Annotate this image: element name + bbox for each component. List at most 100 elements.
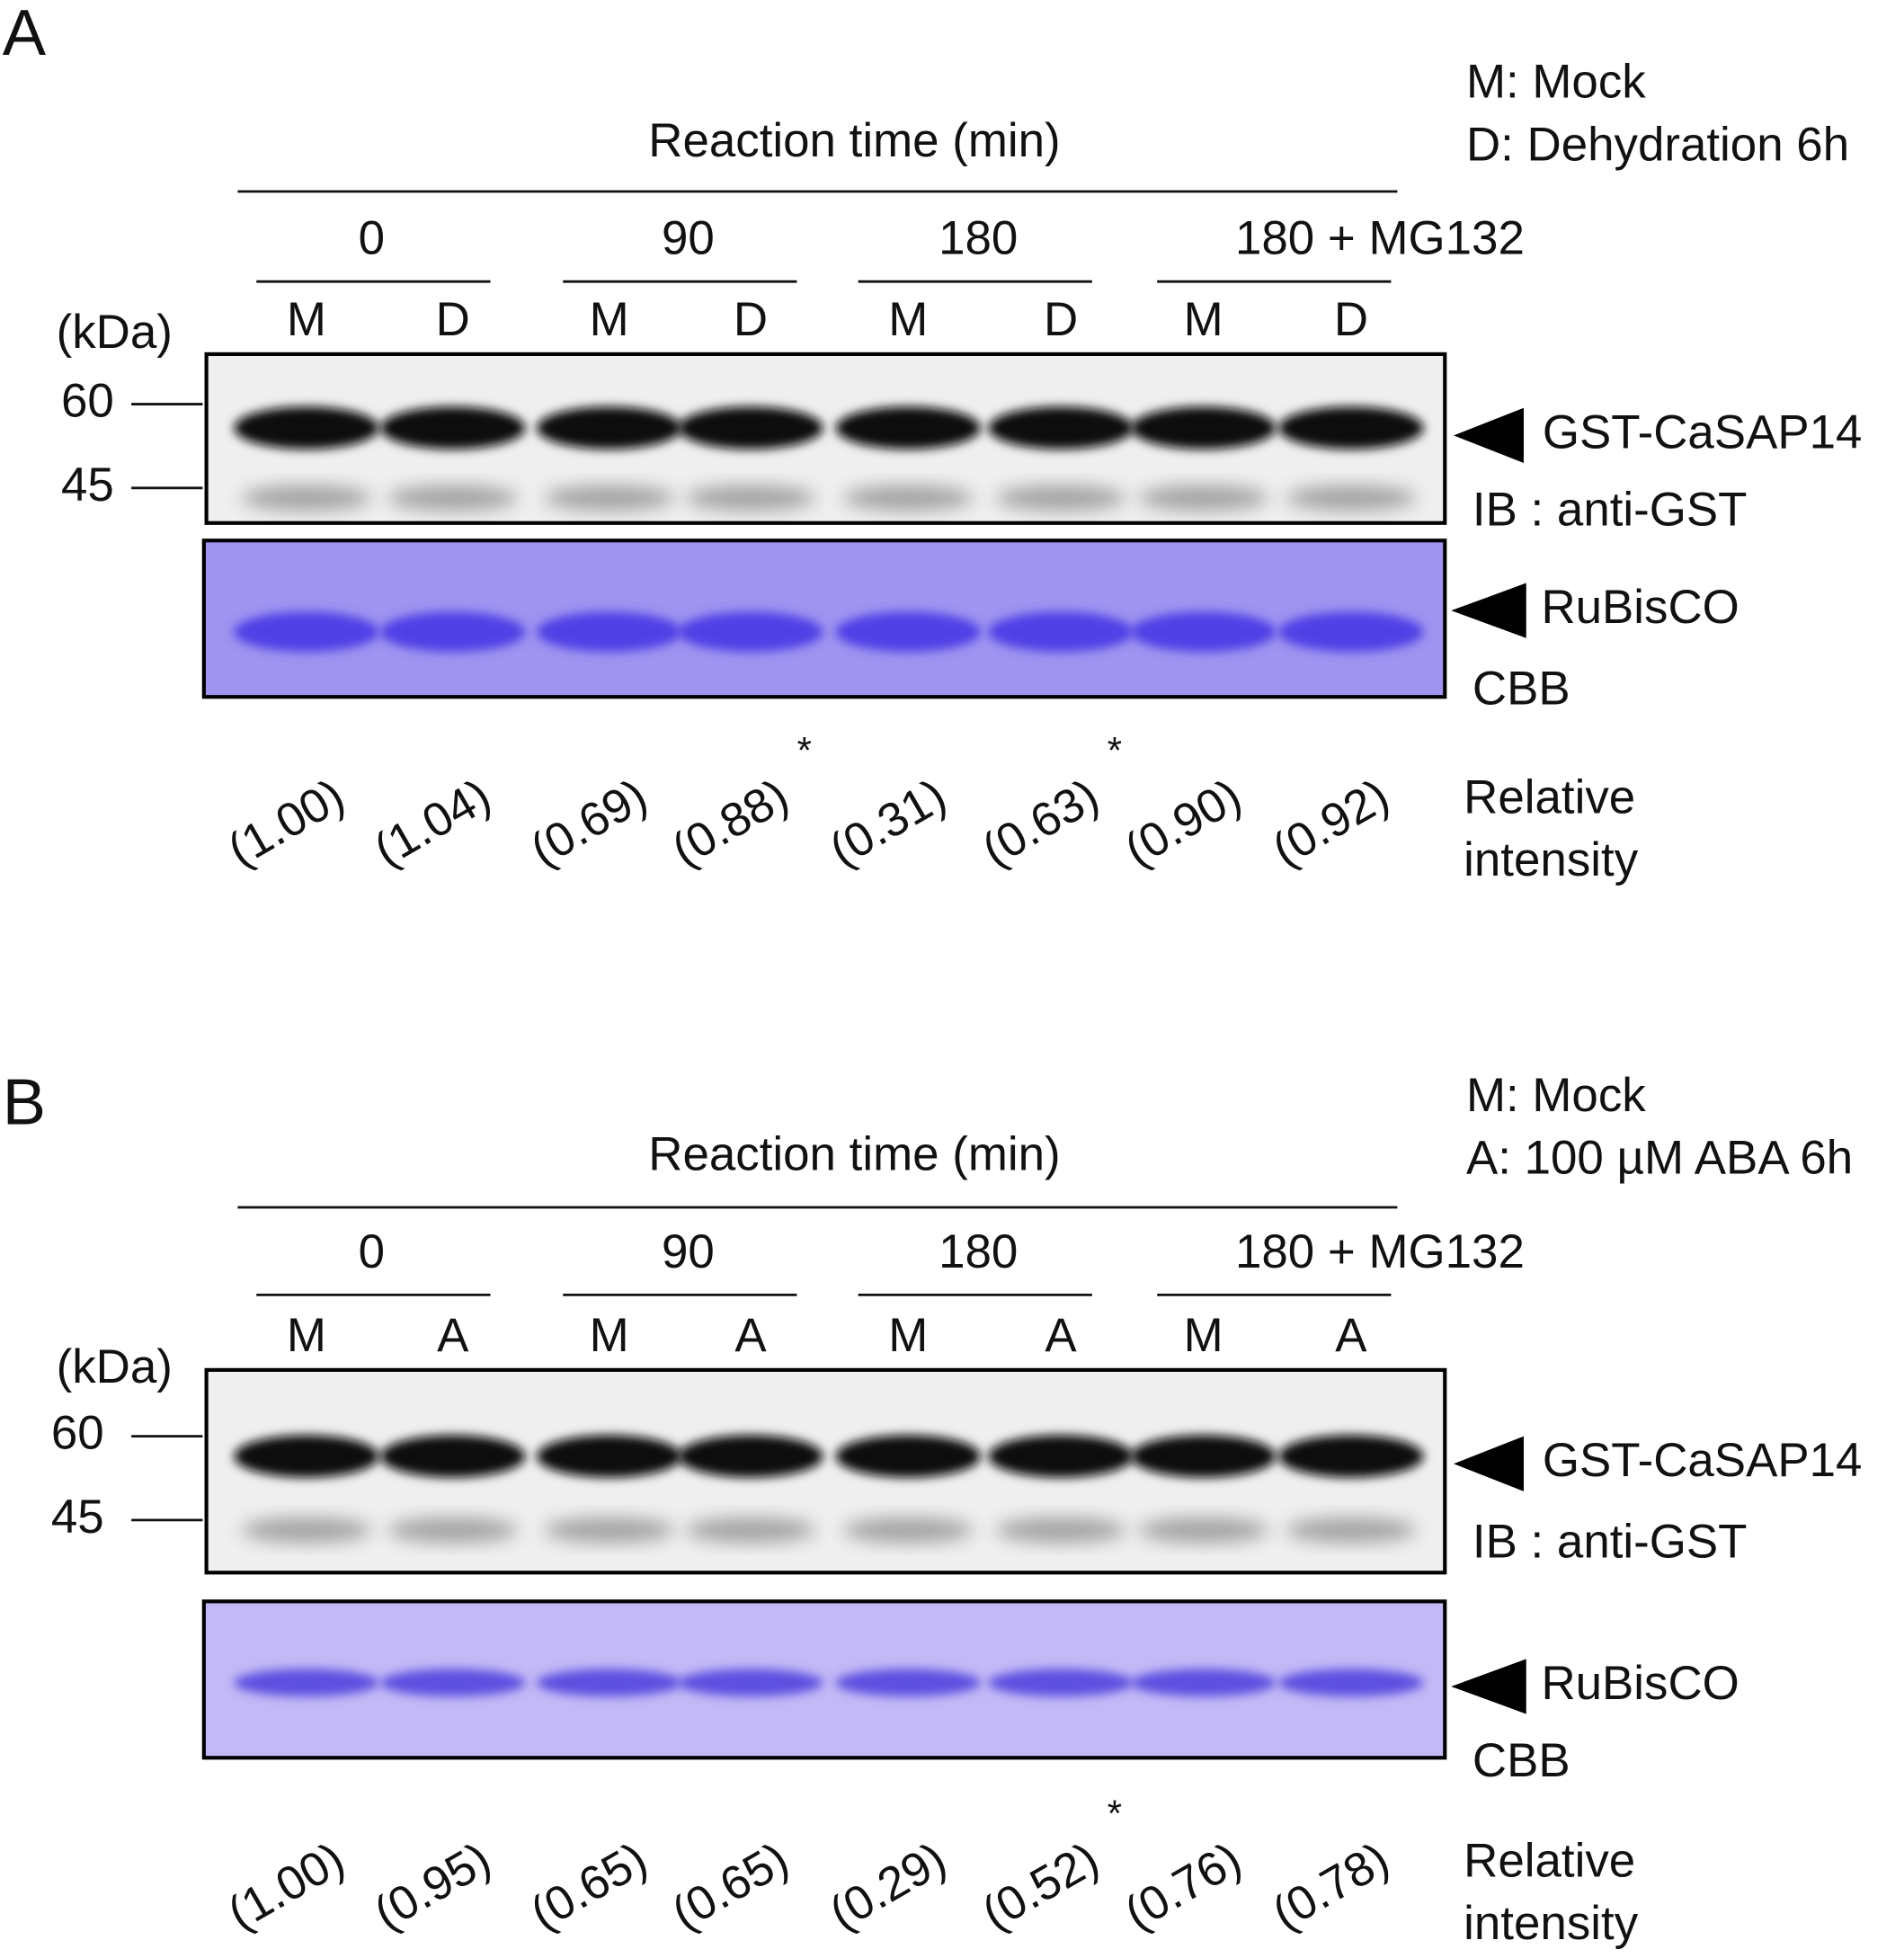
- blot-lower-band: [842, 1517, 974, 1543]
- relative-intensity: (0.65): [521, 1832, 655, 1940]
- cbb-band: [234, 1669, 379, 1697]
- marker-label: 45: [61, 458, 114, 512]
- blot-lower-band: [241, 1517, 372, 1543]
- lane-label: D: [734, 293, 768, 346]
- cbb-band: [835, 1669, 982, 1697]
- blot-lower-band: [544, 1517, 675, 1543]
- group-label: 90: [662, 212, 715, 265]
- intensity-title: intensity: [1464, 1897, 1639, 1950]
- kda-unit: (kDa): [57, 306, 173, 359]
- cbb-band: [988, 611, 1134, 653]
- group-label: 180 + MG132: [1235, 212, 1525, 265]
- blot-lower-band: [842, 485, 974, 511]
- arrowhead: [1454, 1436, 1524, 1491]
- panel-label: A: [3, 0, 47, 69]
- relative-intensity: (0.63): [974, 769, 1108, 877]
- lane-label: M: [590, 1309, 629, 1362]
- significance-mark: *: [1108, 1793, 1122, 1835]
- cbb-frame: [201, 1599, 1447, 1760]
- blot-band: [1130, 1435, 1277, 1478]
- lane-label: A: [1335, 1309, 1367, 1362]
- blot-band: [380, 1435, 526, 1478]
- target-label: GST-CaSAP14: [1543, 405, 1863, 458]
- blot-frame: [204, 1367, 1447, 1575]
- legend-text: M: Mock: [1466, 1069, 1646, 1122]
- blot-lower-band: [995, 1517, 1126, 1543]
- lane-label: D: [436, 293, 470, 346]
- lane-label: M: [287, 1309, 326, 1362]
- antibody-label: IB : anti-GST: [1472, 484, 1748, 537]
- blot-band: [536, 1435, 682, 1478]
- blot-lower-band: [1138, 1517, 1269, 1543]
- blot-lower-band: [241, 485, 372, 511]
- cbb-band: [380, 611, 526, 653]
- blot-band: [234, 406, 379, 449]
- lane-label: M: [1184, 293, 1223, 346]
- cbb-band: [1278, 611, 1424, 653]
- blot-band: [536, 406, 682, 449]
- legend-text: M: Mock: [1466, 56, 1646, 109]
- cbb-background: [203, 540, 1446, 698]
- blot-lower-band: [995, 485, 1126, 511]
- blot-frame: [204, 352, 1447, 525]
- header: Reaction time (min): [648, 114, 1060, 167]
- cbb-band: [536, 1669, 682, 1697]
- group-label: 180 + MG132: [1235, 1225, 1525, 1278]
- relative-intensity: (0.69): [521, 769, 655, 877]
- lane-label: A: [437, 1309, 469, 1362]
- marker-label: 60: [61, 375, 114, 428]
- blot-lower-band: [387, 1517, 519, 1543]
- arrowhead: [1454, 407, 1524, 463]
- relative-intensity: (0.92): [1264, 769, 1398, 877]
- lane-label: M: [888, 293, 928, 346]
- intensity-title: Relative: [1464, 1835, 1635, 1888]
- blot-lower-band: [1286, 1517, 1417, 1543]
- arrowhead: [1451, 1659, 1526, 1714]
- panel-label: B: [3, 1066, 46, 1139]
- cbb-band: [678, 1669, 823, 1697]
- blot-band: [678, 1435, 823, 1478]
- header: Reaction time (min): [648, 1127, 1060, 1180]
- blot-band: [988, 1435, 1134, 1478]
- relative-intensity: (1.00): [219, 769, 353, 877]
- intensity-title: intensity: [1464, 833, 1639, 886]
- lane-label: M: [888, 1309, 928, 1362]
- arrowhead: [1451, 583, 1526, 638]
- blot-band: [1278, 406, 1424, 449]
- blot-lower-band: [685, 485, 816, 511]
- lane-label: M: [1184, 1309, 1223, 1362]
- target-label: GST-CaSAP14: [1543, 1434, 1863, 1487]
- lane-label: A: [734, 1309, 767, 1362]
- group-label: 180: [939, 212, 1018, 265]
- antibody-label: IB : anti-GST: [1472, 1516, 1748, 1569]
- cbb-frame: [201, 538, 1447, 699]
- blot-band: [234, 1435, 379, 1478]
- blot-band: [380, 406, 526, 449]
- significance-mark: *: [1108, 729, 1122, 771]
- blot-lower-band: [1138, 485, 1269, 511]
- lane-label: D: [1044, 293, 1078, 346]
- blot-lower-band: [685, 1517, 816, 1543]
- blot-band: [1130, 406, 1277, 449]
- marker-label: 45: [51, 1491, 104, 1544]
- relative-intensity: (0.65): [663, 1832, 797, 1940]
- blot-lower-band: [1286, 485, 1417, 511]
- cbb-band: [835, 611, 982, 653]
- stain-label: CBB: [1472, 1734, 1570, 1787]
- blot-lower-band: [387, 485, 519, 511]
- relative-intensity: (0.88): [663, 769, 797, 877]
- lane-label: D: [1334, 293, 1368, 346]
- loading-label: RuBisCO: [1541, 1657, 1739, 1710]
- relative-intensity: (0.52): [974, 1832, 1108, 1940]
- marker-label: 60: [51, 1407, 104, 1460]
- cbb-band: [1278, 1669, 1424, 1697]
- cbb-band: [536, 611, 682, 653]
- legend-text: D: Dehydration 6h: [1466, 118, 1849, 171]
- stain-label: CBB: [1472, 663, 1570, 716]
- legend-text: A: 100 µM ABA 6h: [1466, 1131, 1853, 1184]
- blot-band: [835, 1435, 982, 1478]
- group-label: 0: [359, 1225, 385, 1278]
- blot-band: [988, 406, 1134, 449]
- lane-label: M: [590, 293, 629, 346]
- relative-intensity: (0.78): [1264, 1832, 1398, 1940]
